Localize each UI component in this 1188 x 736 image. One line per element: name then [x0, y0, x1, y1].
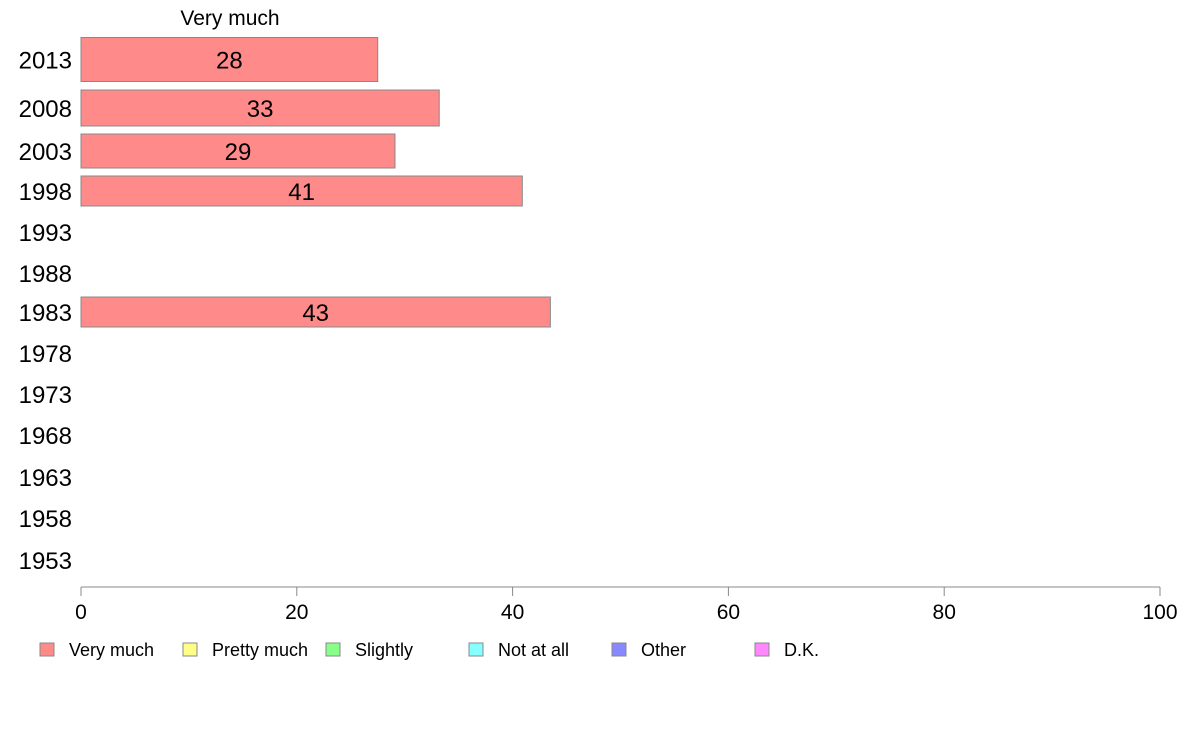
legend-label-1: Pretty much	[212, 640, 308, 660]
data-label-2013: 28	[216, 48, 243, 75]
legend-swatch-3	[468, 642, 484, 657]
legend-label-4: Other	[641, 640, 686, 660]
y-tick-label-1958: 1958	[19, 506, 72, 533]
y-tick-label-1988: 1988	[19, 261, 72, 288]
bar-1983-series-0	[80, 296, 551, 328]
y-tick-label-2003: 2003	[19, 139, 72, 166]
data-label-1998: 41	[288, 179, 315, 206]
data-label-1983: 43	[302, 300, 329, 327]
x-tick-label-40: 40	[501, 601, 524, 624]
x-tick-label-60: 60	[717, 601, 740, 624]
legend-label-0: Very much	[69, 640, 154, 660]
y-axis-labels: 2013 2008 2003 1998 1993 1988 1983 1978 1973 1968…	[19, 48, 72, 576]
data-label-2008: 33	[247, 96, 274, 123]
y-tick-label-1973: 1973	[19, 382, 72, 409]
data-label-2003: 29	[225, 139, 252, 166]
y-tick-label-1978: 1978	[19, 341, 72, 368]
legend-swatch-4	[611, 642, 627, 657]
x-tick-label-20: 20	[285, 601, 308, 624]
legend-swatch-5	[754, 642, 770, 657]
column-header: Very much	[180, 7, 279, 30]
legend-label-5: D.K.	[784, 640, 819, 660]
y-tick-label-1953: 1953	[19, 548, 72, 575]
bar-2008-series-0	[80, 89, 440, 127]
legend-label-2: Slightly	[355, 640, 413, 660]
y-tick-label-1983: 1983	[19, 300, 72, 327]
y-tick-label-1998: 1998	[19, 179, 72, 206]
y-tick-label-2013: 2013	[19, 48, 72, 75]
bar-2013-series-0	[80, 37, 379, 82]
x-tick-label-80: 80	[933, 601, 956, 624]
x-axis: 0 20 40 60 80 100	[75, 586, 1178, 624]
y-tick-label-1968: 1968	[19, 423, 72, 450]
x-tick-label-0: 0	[75, 601, 87, 624]
y-tick-label-1993: 1993	[19, 220, 72, 247]
bar-2003-series-0	[80, 133, 396, 169]
y-tick-label-2008: 2008	[19, 96, 72, 123]
x-tick-label-100: 100	[1142, 601, 1177, 624]
legend: Very much Pretty much Slightly Not at all Ot…	[39, 640, 819, 660]
legend-swatch-0	[39, 642, 55, 657]
bar-1998-series-0	[80, 175, 523, 207]
legend-swatch-2	[325, 642, 341, 657]
legend-label-3: Not at all	[498, 640, 569, 660]
legend-swatch-1	[182, 642, 198, 657]
y-tick-label-1963: 1963	[19, 465, 72, 492]
